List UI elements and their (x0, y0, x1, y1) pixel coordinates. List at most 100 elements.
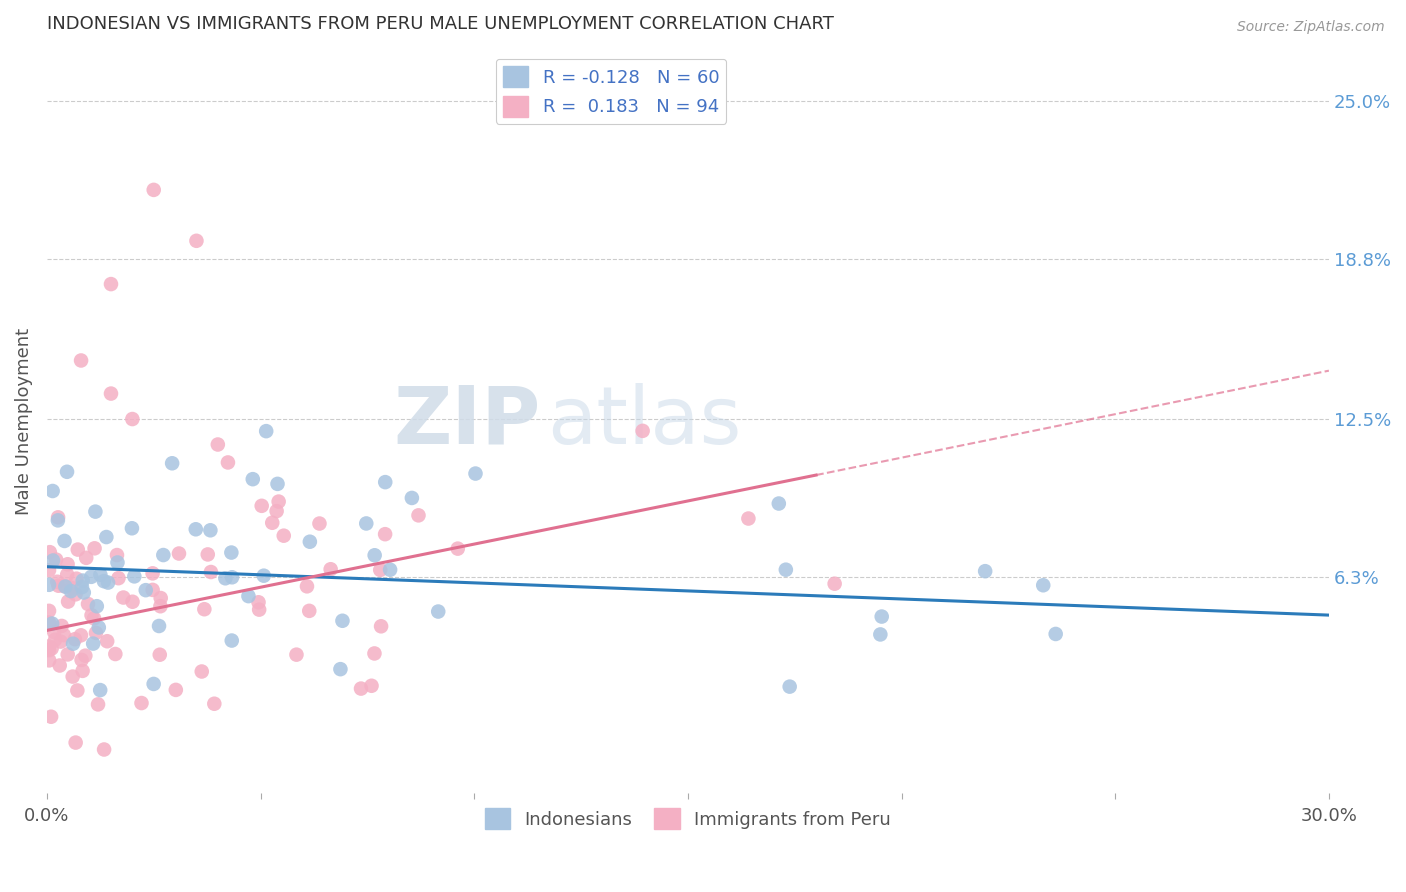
Point (370, 619, 392, 633)
Point (356, 516, 378, 531)
Point (253, 568, 276, 582)
Point (319, 562, 342, 576)
Point (262, 516, 284, 530)
Point (80, 608, 103, 623)
Point (408, 508, 430, 523)
Point (1032, 578, 1054, 592)
Point (273, 529, 295, 543)
Point (83, 611, 105, 625)
Point (93, 742, 115, 756)
Point (768, 496, 790, 510)
Point (363, 548, 385, 562)
Point (167, 547, 190, 561)
Point (142, 183, 165, 197)
Point (152, 548, 174, 562)
Point (121, 521, 143, 535)
Point (165, 682, 187, 697)
Legend: Indonesians, Immigrants from Peru: Indonesians, Immigrants from Peru (478, 801, 898, 837)
Point (149, 648, 172, 662)
Point (51, 619, 73, 633)
Point (112, 591, 135, 605)
Point (65, 572, 87, 586)
Point (70, 628, 93, 642)
Point (84, 505, 107, 519)
Point (70, 653, 93, 667)
Point (974, 564, 997, 578)
Point (70, 580, 93, 594)
Point (63, 632, 86, 647)
Point (142, 677, 165, 691)
Point (242, 472, 264, 486)
Point (65, 735, 87, 749)
Point (401, 491, 423, 505)
Point (44, 632, 66, 647)
Point (96, 634, 118, 648)
Text: atlas: atlas (547, 383, 741, 460)
Point (46, 513, 69, 527)
Point (121, 595, 143, 609)
Point (100, 386, 122, 401)
Point (193, 602, 215, 616)
Point (202, 697, 225, 711)
Point (59, 584, 82, 599)
Point (124, 569, 146, 583)
Point (87, 698, 110, 712)
Point (44, 625, 66, 640)
Text: INDONESIAN VS IMMIGRANTS FROM PERU MALE UNEMPLOYMENT CORRELATION CHART: INDONESIAN VS IMMIGRANTS FROM PERU MALE … (46, 15, 834, 33)
Point (41, 616, 63, 631)
Point (89, 567, 111, 582)
Point (56, 558, 79, 572)
Point (298, 534, 321, 549)
Point (105, 548, 128, 562)
Point (1045, 627, 1067, 641)
Point (41, 641, 63, 656)
Point (104, 647, 127, 661)
Point (93, 574, 115, 589)
Point (160, 456, 183, 470)
Point (447, 541, 470, 556)
Point (38, 578, 60, 592)
Point (97, 575, 120, 590)
Point (266, 504, 288, 518)
Point (53, 533, 76, 548)
Point (53, 580, 76, 594)
Point (869, 627, 891, 641)
Text: Source: ZipAtlas.com: Source: ZipAtlas.com (1237, 20, 1385, 34)
Point (72, 664, 94, 678)
Point (779, 680, 801, 694)
Text: ZIP: ZIP (394, 383, 540, 460)
Point (87, 620, 110, 634)
Point (48, 579, 70, 593)
Point (66, 542, 89, 557)
Point (214, 571, 236, 585)
Point (45, 552, 67, 566)
Point (100, 277, 122, 291)
Point (368, 563, 391, 577)
Point (363, 647, 385, 661)
Point (75, 550, 97, 565)
Point (254, 424, 277, 438)
Point (38, 653, 60, 667)
Point (332, 614, 354, 628)
Point (217, 455, 239, 469)
Point (295, 579, 318, 593)
Point (285, 648, 308, 662)
Point (374, 475, 396, 490)
Point (350, 681, 373, 696)
Point (39, 710, 62, 724)
Point (56, 594, 79, 608)
Point (308, 516, 330, 531)
Point (38, 563, 60, 577)
Point (107, 571, 129, 585)
Point (298, 604, 321, 618)
Point (142, 582, 165, 597)
Point (200, 565, 222, 579)
Point (121, 412, 143, 426)
Point (149, 591, 172, 605)
Point (56, 648, 79, 662)
Point (60, 581, 83, 595)
Point (267, 494, 290, 508)
Point (464, 467, 486, 481)
Point (46, 574, 69, 589)
Point (360, 679, 382, 693)
